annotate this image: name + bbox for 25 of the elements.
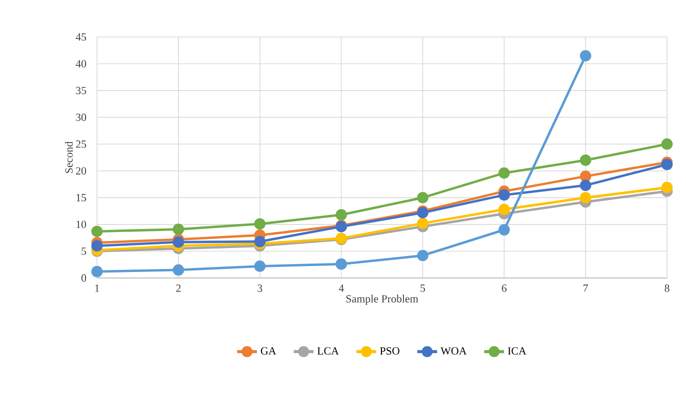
y-tick-label: 20 xyxy=(76,167,86,175)
x-tick-label: 8 xyxy=(664,284,670,292)
x-tick-label: 5 xyxy=(420,284,426,292)
y-tick-label: 0 xyxy=(81,274,86,282)
legend-label: LCA xyxy=(317,347,339,355)
y-tick-label: 35 xyxy=(76,86,86,94)
legend-label: WOA xyxy=(440,347,467,355)
legend-label: ICA xyxy=(508,347,526,355)
y-tick-label: 30 xyxy=(76,114,86,122)
y-tick-label: 25 xyxy=(76,140,86,148)
y-tick-label: 5 xyxy=(82,248,86,255)
y-tick-label: 15 xyxy=(76,194,86,202)
x-tick-label: 3 xyxy=(258,284,262,292)
legend-label: PSO xyxy=(380,347,400,355)
y-tick-label: 45 xyxy=(76,33,86,41)
x-tick-label: 4 xyxy=(338,284,344,292)
legend-label: GA xyxy=(260,347,276,355)
x-tick-label: 6 xyxy=(502,284,507,292)
y-axis-title: Second xyxy=(64,142,73,173)
x-axis-title: Sample Problem xyxy=(346,294,418,305)
y-tick-label: 40 xyxy=(76,60,86,68)
x-tick-label: 2 xyxy=(176,284,181,292)
x-tick-label: 1 xyxy=(95,284,100,292)
y-tick-label: 10 xyxy=(76,220,86,228)
x-tick-label: 7 xyxy=(584,284,588,292)
